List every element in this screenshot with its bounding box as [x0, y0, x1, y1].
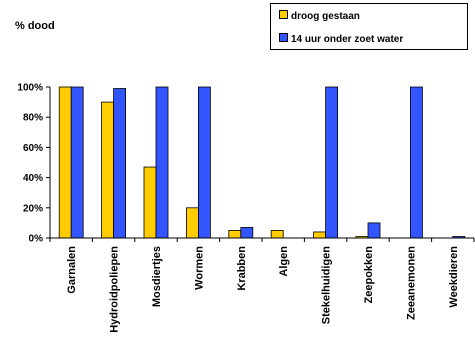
bar-14-uur-onder-zoet-water-zeepokken: [367, 222, 381, 239]
x-tick-label-krabben: Krabben: [236, 246, 248, 291]
x-tick-label-wormen: Wormen: [193, 246, 205, 290]
y-tick-label-100: 100%: [17, 83, 43, 94]
bar-14-uur-onder-zoet-water-garnalen: [70, 86, 84, 239]
bar-droog-gestaan-algen: [270, 230, 284, 239]
legend-label-zoet-water: 14 uur onder zoet water: [291, 34, 404, 45]
legend-swatch-droog-gestaan: [279, 10, 288, 19]
bar-14-uur-onder-zoet-water-krabben: [240, 227, 254, 239]
bar-14-uur-onder-zoet-water-hydroidpoliepen: [113, 88, 126, 239]
bar-droog-gestaan-hydroidpoliepen: [101, 101, 114, 239]
y-tick-label-60: 60%: [23, 143, 43, 154]
x-tick-label-zeepokken: Zeepokken: [363, 246, 375, 304]
bar-14-uur-onder-zoet-water-wormen: [197, 86, 211, 239]
x-tick-label-mosdiertjes: Mosdiertjes: [151, 246, 163, 307]
y-tick-label-20: 20%: [23, 203, 43, 214]
bar-droog-gestaan-wormen: [185, 207, 199, 239]
bar-droog-gestaan-mosdiertjes: [143, 166, 157, 239]
bar-14-uur-onder-zoet-water-mosdiertjes: [155, 86, 169, 239]
legend-label-droog-gestaan: droog gestaan: [291, 11, 360, 22]
bar-14-uur-onder-zoet-water-stekelhuidigen: [325, 86, 339, 239]
x-tick-label-zeeanemonen: Zeeanemonen: [405, 246, 417, 320]
y-axis-label: % dood: [15, 20, 55, 32]
x-tick-label-garnalen: Garnalen: [66, 246, 78, 294]
y-tick-label-40: 40%: [23, 173, 43, 184]
bar-droog-gestaan-stekelhuidigen: [313, 231, 327, 239]
x-tick-label-algen: Algen: [278, 246, 290, 277]
legend-item-droog-gestaan: droog gestaan: [279, 10, 360, 23]
y-tick-label-80: 80%: [23, 113, 43, 124]
x-tick-label-hydroidpoliepen: Hydroidpoliepen: [109, 246, 121, 333]
legend: droog gestaan 14 uur onder zoet water: [270, 3, 468, 50]
legend-item-zoet-water: 14 uur onder zoet water: [279, 33, 403, 46]
x-tick-label-weekdieren: Weekdieren: [448, 246, 460, 308]
bar-14-uur-onder-zoet-water-zeeanemonen: [409, 86, 423, 239]
bar-droog-gestaan-krabben: [228, 230, 242, 239]
legend-swatch-zoet-water: [279, 33, 288, 42]
x-tick-label-stekelhuidigen: Stekelhuidigen: [321, 246, 333, 325]
bar-droog-gestaan-garnalen: [58, 86, 72, 239]
y-tick-label-0: 0%: [29, 234, 44, 245]
